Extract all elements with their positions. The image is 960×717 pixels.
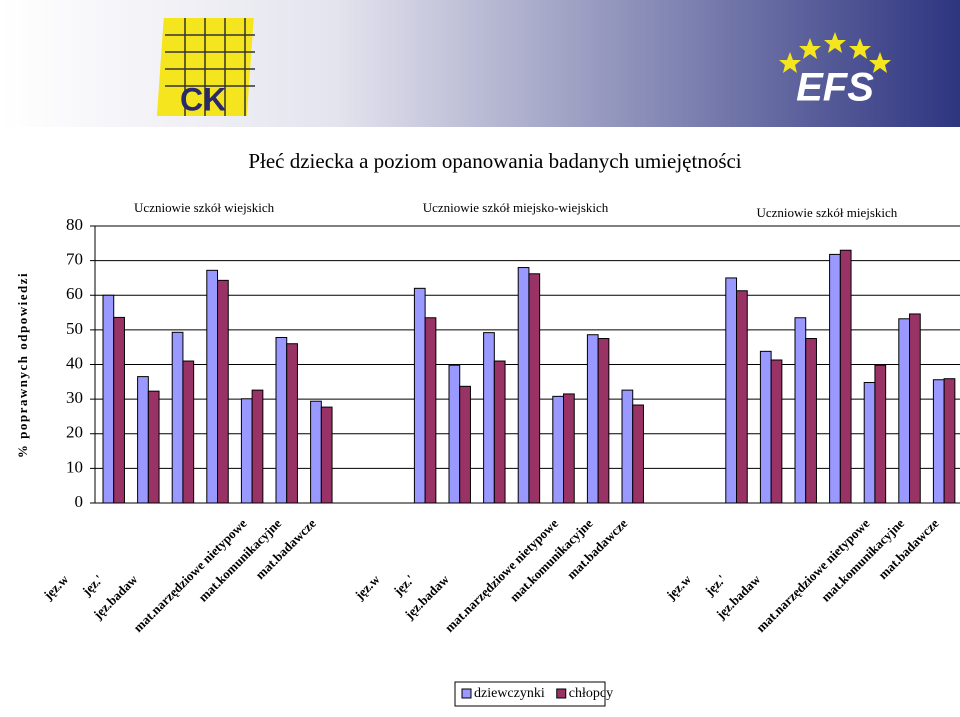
y-axis-label: % poprawnych odpowiedzi — [15, 272, 30, 458]
bar — [240, 398, 253, 504]
bar — [736, 290, 748, 504]
x-tick-label: mat.badawcze — [252, 515, 319, 582]
y-tick-label: 60 — [66, 284, 83, 303]
y-tick-label: 20 — [66, 423, 83, 442]
bar — [182, 360, 195, 504]
legend-swatch — [461, 688, 472, 699]
bar — [102, 294, 115, 504]
x-tick-label: jęz.w — [663, 571, 695, 603]
y-tick-label: 30 — [66, 388, 83, 407]
legend-label: dziewczynki — [474, 686, 545, 701]
y-tick-label: 80 — [66, 215, 83, 234]
bar — [725, 277, 738, 504]
logo-text: EFS — [796, 66, 874, 110]
bar — [909, 313, 921, 504]
x-tick-label: jęz.w — [351, 571, 383, 603]
logo-efs: EFS — [779, 32, 891, 110]
x-tick-label: jęz.w — [40, 571, 72, 603]
group-title: Uczniowie szkół wiejskich — [134, 200, 275, 215]
bar — [483, 332, 495, 504]
bar — [459, 385, 471, 504]
bar — [251, 389, 264, 504]
bar — [171, 331, 184, 504]
bar — [898, 318, 911, 504]
y-tick-label: 50 — [66, 319, 83, 338]
bar — [621, 389, 634, 504]
group-title: Uczniowie szkół miejskich — [756, 205, 897, 220]
x-tick-label: jęz.' — [78, 572, 105, 599]
bar — [310, 400, 322, 504]
bar — [448, 364, 461, 504]
bar — [275, 336, 288, 504]
legend-box — [454, 681, 606, 707]
bar — [874, 364, 887, 504]
bar — [839, 249, 852, 504]
bar — [217, 279, 229, 504]
bar — [759, 350, 772, 504]
bar — [552, 395, 565, 504]
x-tick-label: mat.badawcze — [875, 515, 942, 582]
bar — [528, 273, 541, 504]
bar — [563, 393, 575, 504]
bar — [805, 338, 817, 504]
x-tick-label: mat.badawcze — [564, 515, 631, 582]
bar — [597, 338, 610, 504]
bar — [206, 269, 219, 504]
y-tick-label: 0 — [75, 492, 84, 511]
bar — [147, 390, 160, 504]
bar — [770, 359, 783, 504]
legend-swatch — [556, 688, 567, 699]
logo-text: CK — [180, 81, 226, 117]
legend-label: chłopcy — [569, 686, 613, 701]
y-tick-label: 10 — [66, 457, 83, 476]
x-tick-label: jęz.' — [390, 572, 417, 599]
bar — [286, 343, 298, 504]
bar — [794, 317, 807, 504]
bar — [493, 360, 506, 504]
y-tick-label: 40 — [66, 353, 83, 372]
bar — [932, 379, 945, 504]
logo-ck: CK — [156, 18, 255, 117]
bar — [320, 406, 333, 504]
bar — [943, 378, 956, 504]
bar — [517, 267, 530, 504]
bar — [413, 287, 426, 504]
bar — [586, 334, 599, 504]
x-tick-label: jęz.' — [701, 572, 728, 599]
bar — [137, 376, 149, 504]
bar — [829, 253, 841, 504]
y-tick-label: 70 — [66, 250, 83, 269]
bar — [113, 316, 125, 504]
bar — [424, 317, 437, 504]
bar — [632, 404, 644, 504]
bar — [863, 382, 876, 504]
chart-title: Płeć dziecka a poziom opanowania badanyc… — [248, 149, 741, 173]
group-title: Uczniowie szkół miejsko-wiejskich — [423, 200, 609, 215]
